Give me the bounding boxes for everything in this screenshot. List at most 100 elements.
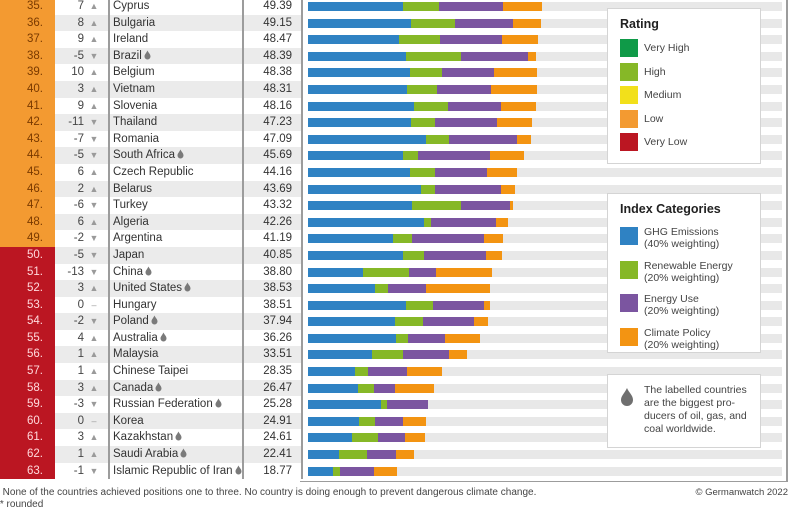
legend-label: Very Low xyxy=(644,136,688,148)
rank-cell: 62. xyxy=(0,446,55,463)
bar-track xyxy=(308,134,782,144)
column-divider xyxy=(301,429,303,447)
rank-change: 3 xyxy=(77,82,84,95)
score-cell: 33.51 xyxy=(263,348,292,361)
dash-icon: – xyxy=(91,415,97,426)
column-divider xyxy=(242,130,244,148)
ghg-segment xyxy=(308,68,410,78)
column-divider xyxy=(108,462,110,480)
table-row: 51. -13 ▼ China 38.80 xyxy=(0,263,787,281)
row-background xyxy=(55,0,302,15)
score-cell: 40.85 xyxy=(263,248,292,261)
arrow-down-icon: ▼ xyxy=(89,465,99,476)
legend-swatch xyxy=(620,294,638,312)
climate-policy-segment xyxy=(425,284,491,294)
country-cell: Vietnam xyxy=(113,81,243,98)
column-divider xyxy=(242,230,244,247)
column-divider xyxy=(108,263,110,281)
change-cell: 4 ▲ xyxy=(55,330,108,347)
table-row: 49. -2 ▼ Argentina 41.19 xyxy=(0,230,787,247)
climate-policy-segment xyxy=(403,416,427,426)
row-background xyxy=(55,346,302,364)
score-cell: 48.16 xyxy=(263,99,292,112)
column-divider xyxy=(301,114,303,131)
ghg-segment xyxy=(308,317,396,327)
flame-icon xyxy=(155,382,162,393)
column-divider xyxy=(108,213,110,231)
country-cell: Belarus xyxy=(113,181,243,198)
bar-track xyxy=(308,300,782,310)
renewable-segment xyxy=(392,234,412,244)
column-divider xyxy=(301,47,303,65)
renewable-segment xyxy=(395,333,409,343)
change-cell: -5 ▼ xyxy=(55,48,108,65)
renewable-segment xyxy=(380,400,388,410)
score-cell: 24.91 xyxy=(263,414,292,427)
row-background xyxy=(55,280,302,297)
renewable-segment xyxy=(355,367,369,377)
row-background xyxy=(55,363,302,380)
column-divider xyxy=(108,31,110,48)
country-name: Ireland xyxy=(113,33,149,46)
flame-icon xyxy=(144,50,151,61)
rank-cell: 49. xyxy=(0,230,55,247)
flame-icon xyxy=(151,315,158,326)
rating-legend-item: Very High xyxy=(620,39,690,57)
table-row: 48. 6 ▲ Algeria 42.26 xyxy=(0,213,787,231)
flame-icon xyxy=(145,266,152,277)
country-cell: Cyprus xyxy=(113,0,243,15)
score-cell: 48.47 xyxy=(263,33,292,46)
climate-policy-segment xyxy=(510,201,514,211)
energy-use-segment xyxy=(460,201,511,211)
column-divider xyxy=(301,197,303,214)
column-divider xyxy=(301,163,303,181)
country-name: Kazakhstan xyxy=(113,431,174,444)
score-cell: 25.28 xyxy=(263,398,292,411)
score-cell: 36.26 xyxy=(263,331,292,344)
column-divider xyxy=(108,329,110,347)
energy-use-segment xyxy=(366,450,396,460)
rank-cell: 56. xyxy=(0,346,55,364)
renewable-segment xyxy=(333,466,341,476)
score-cell: 44.16 xyxy=(263,165,292,178)
score-cell: 22.41 xyxy=(263,448,292,461)
rank-change: 3 xyxy=(77,431,84,444)
renewable-segment xyxy=(414,101,449,111)
rank-change: 9 xyxy=(77,99,84,112)
row-background xyxy=(55,263,302,281)
row-background xyxy=(55,14,302,32)
column-divider xyxy=(108,197,110,214)
column-divider xyxy=(108,147,110,164)
climate-policy-segment xyxy=(484,234,504,244)
flame-icon xyxy=(177,149,184,160)
energy-use-segment xyxy=(402,350,449,360)
score-cell: 38.53 xyxy=(263,282,292,295)
climate-policy-segment xyxy=(500,184,516,194)
country-name: Algeria xyxy=(113,215,149,228)
country-name: Belarus xyxy=(113,182,152,195)
energy-use-segment xyxy=(435,167,488,177)
score-cell: 48.38 xyxy=(263,66,292,79)
column-divider xyxy=(301,14,303,32)
energy-use-segment xyxy=(408,267,436,277)
bar-track xyxy=(308,51,782,61)
energy-use-segment xyxy=(387,284,426,294)
country-cell: Slovenia xyxy=(113,98,243,115)
rank-change: 9 xyxy=(77,33,84,46)
rank-cell: 36. xyxy=(0,14,55,32)
country-name: Korea xyxy=(113,414,144,427)
arrow-down-icon: ▼ xyxy=(89,266,99,277)
arrow-up-icon: ▲ xyxy=(89,1,99,11)
rank-cell: 55. xyxy=(0,329,55,347)
country-cell: Belgium xyxy=(113,64,243,81)
country-cell: Bulgaria xyxy=(113,15,243,32)
renewable-segment xyxy=(371,350,403,360)
column-divider xyxy=(301,64,303,81)
column-divider xyxy=(108,130,110,148)
country-name: Australia xyxy=(113,331,158,344)
ghg-segment xyxy=(308,284,375,294)
country-cell: South Africa xyxy=(113,147,243,164)
column-divider xyxy=(242,197,244,214)
change-cell: 3 ▲ xyxy=(55,280,108,297)
column-divider xyxy=(301,80,303,98)
